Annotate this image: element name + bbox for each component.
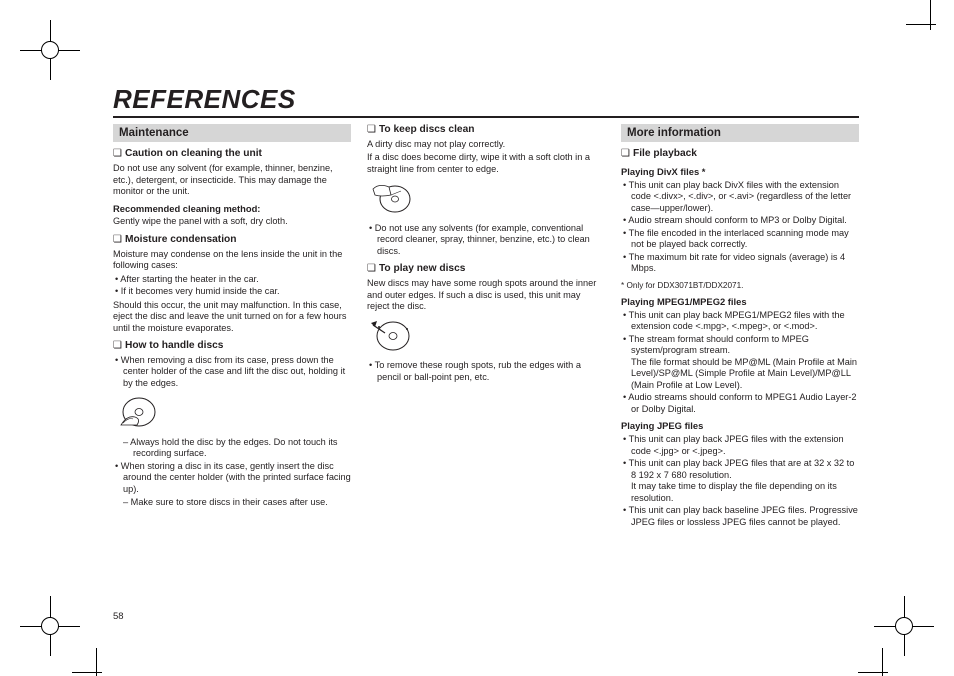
bullet-list: When storing a disc in its case, gently … [113,461,351,496]
list-item: This unit can play back JPEG files with … [621,434,859,457]
dash-list: Make sure to store discs in their cases … [113,497,351,509]
list-item: Do not use any solvents (for example, co… [367,223,605,258]
column-3: More information File playback Playing D… [621,124,859,530]
list-item: When storing a disc in its case, gently … [113,461,351,496]
list-item: When removing a disc from its case, pres… [113,355,351,390]
subhead-keep-clean: To keep discs clean [367,124,605,137]
dash-list: Always hold the disc by the edges. Do no… [113,437,351,460]
bullet-list: Do not use any solvents (for example, co… [367,223,605,258]
column-2: To keep discs clean A dirty disc may not… [367,124,605,530]
list-item: The stream format should conform to MPEG… [621,334,859,392]
bullet-list: This unit can play back JPEG files with … [621,434,859,528]
bullet-list: This unit can play back DivX files with … [621,180,859,275]
subhead-recommended-method: Recommended cleaning method: [113,203,351,215]
section-heading-maintenance: Maintenance [113,124,351,142]
list-item: This unit can play back MPEG1/MPEG2 file… [621,310,859,333]
subhead-moisture: Moisture condensation [113,234,351,247]
list-item: After starting the heater in the car. [113,274,351,286]
body-text: If a disc does become dirty, wipe it wit… [367,152,605,175]
body-text: Gently wipe the panel with a soft, dry c… [113,216,351,228]
body-text: A dirty disc may not play correctly. [367,139,605,151]
list-item: The maximum bit rate for video signals (… [621,252,859,275]
body-text: Moisture may condense on the lens inside… [113,249,351,272]
list-item: Make sure to store discs in their cases … [123,497,351,509]
subhead-handle-discs: How to handle discs [113,340,351,353]
list-item: If it becomes very humid inside the car. [113,286,351,298]
body-text: The file format should be MP@ML (Main Pr… [631,357,859,392]
section-heading-moreinfo: More information [621,124,859,142]
page-content: REFERENCES Maintenance Caution on cleani… [113,84,859,604]
disc-hold-icon [117,395,161,429]
list-item: This unit can play back baseline JPEG fi… [621,505,859,528]
crop-mark [858,672,888,673]
registration-mark [20,20,80,80]
registration-mark [874,596,934,656]
list-item: This unit can play back DivX files with … [621,180,859,215]
subhead-file-playback: File playback [621,148,859,161]
page-title: REFERENCES [113,84,859,118]
bullet-list: This unit can play back MPEG1/MPEG2 file… [621,310,859,416]
list-item: Audio streams should conform to MPEG1 Au… [621,392,859,415]
list-item: Always hold the disc by the edges. Do no… [123,437,351,460]
page-number: 58 [113,611,124,622]
column-layout: Maintenance Caution on cleaning the unit… [113,124,859,530]
list-item: This unit can play back JPEG files that … [621,458,859,504]
crop-mark [930,0,931,30]
subhead-divx: Playing DivX files * [621,166,859,178]
list-item: Audio stream should conform to MP3 or Do… [621,215,859,227]
registration-mark [20,596,80,656]
column-1: Maintenance Caution on cleaning the unit… [113,124,351,530]
subhead-caution-cleaning: Caution on cleaning the unit [113,148,351,161]
bullet-list: When removing a disc from its case, pres… [113,355,351,390]
body-text: Do not use any solvent (for example, thi… [113,163,351,198]
bullet-list: After starting the heater in the car. If… [113,274,351,298]
footnote: Only for DDX3071BT/DDX2071. [621,281,859,291]
subhead-mpeg: Playing MPEG1/MPEG2 files [621,296,859,308]
body-text: New discs may have some rough spots arou… [367,278,605,313]
body-text: This unit can play back JPEG files that … [629,458,855,480]
disc-wipe-icon [371,181,415,215]
list-item: To remove these rough spots, rub the edg… [367,360,605,383]
body-text: It may take time to display the file dep… [631,481,859,504]
body-text: The stream format should conform to MPEG… [629,334,809,356]
crop-mark [906,24,936,25]
bullet-list: To remove these rough spots, rub the edg… [367,360,605,383]
crop-mark [72,672,102,673]
subhead-new-discs: To play new discs [367,263,605,276]
body-text: Should this occur, the unit may malfunct… [113,300,351,335]
subhead-jpeg: Playing JPEG files [621,420,859,432]
list-item: The file encoded in the interlaced scann… [621,228,859,251]
disc-edge-icon [371,319,415,353]
